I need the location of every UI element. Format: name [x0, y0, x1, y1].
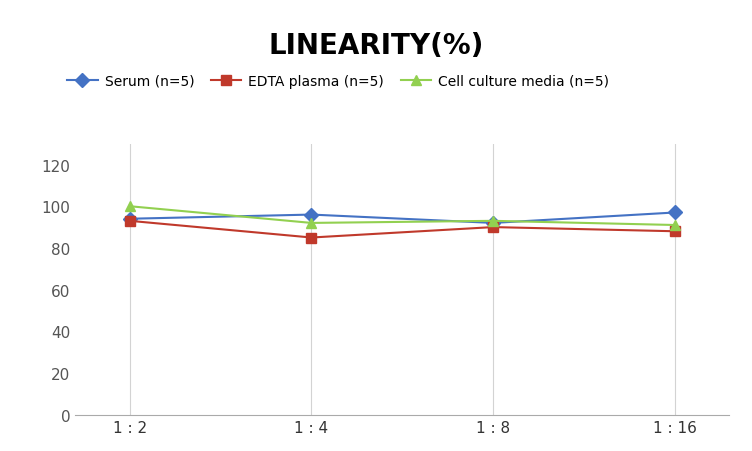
EDTA plasma (n=5) [671, 229, 680, 235]
Line: EDTA plasma (n=5): EDTA plasma (n=5) [125, 216, 680, 243]
Line: Cell culture media (n=5): Cell culture media (n=5) [125, 202, 680, 230]
Text: LINEARITY(%): LINEARITY(%) [268, 32, 484, 60]
Line: Serum (n=5): Serum (n=5) [125, 208, 680, 228]
Serum (n=5) [307, 212, 316, 218]
EDTA plasma (n=5) [307, 235, 316, 241]
Legend: Serum (n=5), EDTA plasma (n=5), Cell culture media (n=5): Serum (n=5), EDTA plasma (n=5), Cell cul… [67, 74, 609, 88]
Cell culture media (n=5) [307, 221, 316, 226]
Cell culture media (n=5) [125, 204, 134, 209]
Cell culture media (n=5) [671, 223, 680, 228]
EDTA plasma (n=5) [125, 219, 134, 224]
Serum (n=5) [125, 216, 134, 222]
Cell culture media (n=5) [489, 219, 498, 224]
Serum (n=5) [671, 210, 680, 216]
EDTA plasma (n=5) [489, 225, 498, 230]
Serum (n=5) [489, 221, 498, 226]
